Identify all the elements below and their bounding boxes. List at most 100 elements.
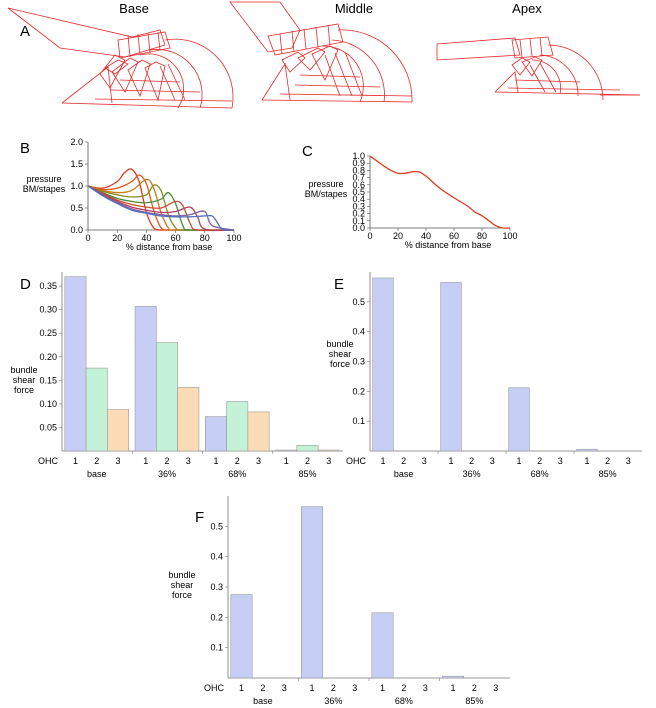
bar-label: 2 <box>401 456 406 466</box>
bar-base-ohc1 <box>372 277 394 452</box>
bar-85%-ohc1 <box>576 448 598 452</box>
bar-label: 2 <box>401 683 406 693</box>
panel-letter-d: D <box>20 276 31 293</box>
y-axis-label: pressure <box>26 174 61 184</box>
y-tick-label: 0.4 <box>352 194 365 204</box>
ohc-label: OHC <box>38 456 59 466</box>
bar-85%-ohc3 <box>317 449 340 452</box>
y-tick-label: 2.0 <box>70 137 83 147</box>
group-label: 68% <box>395 696 413 706</box>
bar-label: 3 <box>326 456 331 466</box>
bar-base-ohc1 <box>230 594 253 679</box>
group-label: base <box>253 696 273 706</box>
x-tick-label: 0 <box>85 233 90 243</box>
y-tick-label: 0.0 <box>70 225 83 235</box>
y-tick-label: 0.10 <box>39 399 57 409</box>
x-tick-label: 60 <box>449 231 459 241</box>
y-tick-label: 1.0 <box>70 181 83 191</box>
bar-base-ohc3 <box>107 409 129 452</box>
group-label: 68% <box>228 469 246 479</box>
series-line-9 <box>87 185 235 231</box>
panel-a-title-middle: Middle <box>335 1 373 16</box>
group-label: 36% <box>463 469 481 479</box>
bar-label: 2 <box>94 456 99 466</box>
y-axis-label: shear <box>329 349 352 359</box>
bar-label: 1 <box>239 683 244 693</box>
y-axis-label: force <box>172 590 192 600</box>
bar-label: 3 <box>186 456 191 466</box>
y-tick-label: 0.5 <box>70 203 83 213</box>
x-tick-label: 20 <box>112 233 122 243</box>
panel-a-title-base: Base <box>119 1 149 16</box>
y-tick-label: 0.7 <box>352 173 365 183</box>
bar-label: 3 <box>422 456 427 466</box>
series-line-4 <box>87 184 235 231</box>
ohc-label: OHC <box>346 456 367 466</box>
panel-letter-a: A <box>20 23 30 40</box>
y-axis-label: shear <box>171 580 194 590</box>
y-tick-label: 0.25 <box>39 328 57 338</box>
chart-c: 0 20 40 60 80 100 0.00.10.20.30.40.50.60.70.80… <box>305 151 518 250</box>
ohc-label: OHC <box>204 683 225 693</box>
bar-base-ohc2 <box>85 367 108 452</box>
x-tick-label: 0 <box>367 231 372 241</box>
x-axis-label: % distance from base <box>126 242 213 252</box>
series-line-pressure <box>369 155 511 229</box>
y-tick-label: 0.3 <box>352 201 365 211</box>
bar-label: 2 <box>164 456 169 466</box>
y-tick-label: 0.6 <box>352 180 365 190</box>
cochlea-wireframe-base <box>7 7 234 109</box>
bar-label: 1 <box>380 683 385 693</box>
group-label: 36% <box>324 696 342 706</box>
bar-label: 1 <box>143 456 148 466</box>
bar-label: 1 <box>381 456 386 466</box>
group-label: 68% <box>531 469 549 479</box>
group-label: 85% <box>298 469 316 479</box>
bar-36%-ohc1 <box>134 306 157 452</box>
series-line-1 <box>87 168 234 231</box>
x-tick-label: 40 <box>421 231 431 241</box>
bar-36%-ohc3 <box>177 387 200 452</box>
group-label: 85% <box>465 696 483 706</box>
panel-letter-f: F <box>195 509 204 526</box>
chart-d: 0.05 0.10 0.15 0.20 0.25 0.30 0.35 bundleshearf… <box>10 272 343 479</box>
y-axis-label: BM/stapes <box>23 184 66 194</box>
group-label: base <box>87 469 107 479</box>
bar-label: 3 <box>490 456 495 466</box>
y-tick-label: 0.2 <box>210 612 223 622</box>
bar-68%-ohc3 <box>247 411 270 452</box>
y-tick-label: 1.5 <box>70 159 83 169</box>
y-tick-label: 0.3 <box>352 357 365 367</box>
bar-label: 1 <box>213 456 218 466</box>
y-axis-label: shear <box>13 375 36 385</box>
x-tick-label: 100 <box>226 233 241 243</box>
y-tick-label: 0.8 <box>352 165 365 175</box>
bar-label: 3 <box>558 456 563 466</box>
x-tick-label: 80 <box>477 231 487 241</box>
bar-label: 1 <box>517 456 522 466</box>
y-tick-label: 0.5 <box>210 521 223 531</box>
y-axis-label: bundle <box>168 570 195 580</box>
y-tick-label: 0.0 <box>352 223 365 233</box>
y-tick-label: 0.5 <box>352 187 365 197</box>
bar-label: 1 <box>585 456 590 466</box>
y-tick-label: 0.3 <box>210 582 223 592</box>
y-tick-label: 0.30 <box>39 305 57 315</box>
bar-label: 1 <box>449 456 454 466</box>
bar-68%-ohc2 <box>226 401 249 452</box>
x-tick-label: 100 <box>502 231 517 241</box>
x-tick-label: 60 <box>171 233 181 243</box>
bar-label: 2 <box>331 683 336 693</box>
bar-85%-ohc1 <box>275 449 298 452</box>
x-axis-label: % distance from base <box>405 240 492 250</box>
bar-label: 3 <box>493 683 498 693</box>
y-axis-label: bundle <box>10 365 37 375</box>
cochlea-wireframe-middle <box>229 1 413 103</box>
y-tick-label: 0.1 <box>352 216 365 226</box>
bar-label: 3 <box>116 456 121 466</box>
bar-label: 2 <box>260 683 265 693</box>
y-tick-label: 1.0 <box>352 151 365 161</box>
y-tick-label: 0.05 <box>39 422 57 432</box>
